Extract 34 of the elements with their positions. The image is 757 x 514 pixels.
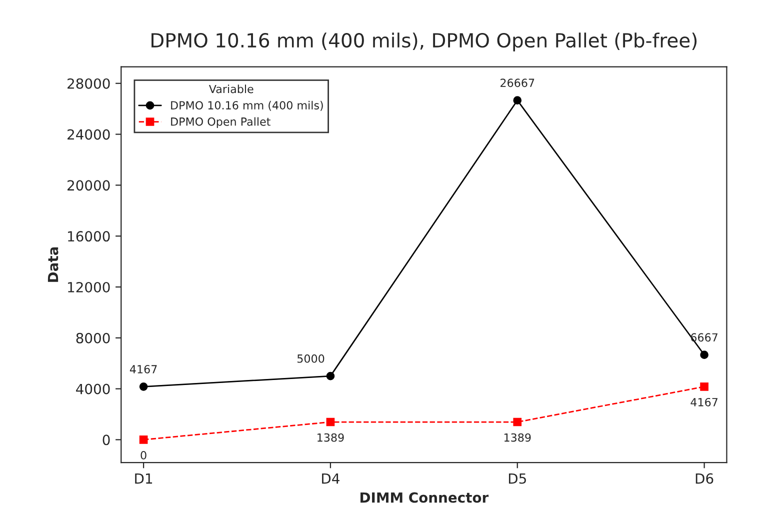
data-label: 26667 xyxy=(500,78,534,88)
y-tick-label: 8000 xyxy=(76,332,110,344)
point xyxy=(326,372,335,380)
legend-label: DPMO Open Pallet xyxy=(171,117,270,128)
x-tick-label: D1 xyxy=(135,473,152,484)
y-axis-title: Data xyxy=(48,247,58,282)
data-label: 5000 xyxy=(297,354,324,363)
point xyxy=(700,350,708,360)
point xyxy=(513,418,522,426)
data-label: 0 xyxy=(140,451,146,460)
x-tick-label: D5 xyxy=(508,473,526,484)
x-axis-title: DIMM Connector xyxy=(360,492,489,503)
y-tick-label: 24000 xyxy=(68,129,110,140)
point xyxy=(513,96,522,104)
data-label: 1389 xyxy=(318,433,344,442)
legend-label: DPMO 10.16 mm (400 mils) xyxy=(171,100,323,111)
point xyxy=(700,382,708,391)
chart-title: DPMO 10.16 mm (400 mils), DPMO Open Pallet (Pb-free) xyxy=(152,32,697,52)
point xyxy=(139,382,148,391)
point xyxy=(326,418,335,426)
data-label: 4167 xyxy=(130,364,157,374)
y-tick-label: 0 xyxy=(102,434,110,446)
y-tick-label: 16000 xyxy=(68,231,110,242)
point xyxy=(139,436,148,444)
data-label: 1389 xyxy=(504,433,531,442)
x-tick-label: D6 xyxy=(696,473,714,484)
y-tick-label: 4000 xyxy=(76,384,110,394)
y-tick-label: 20000 xyxy=(68,180,110,191)
legend-title: Variable xyxy=(208,84,254,94)
y-tick-label: 28000 xyxy=(68,78,110,89)
x-tick-label: D4 xyxy=(322,473,340,484)
data-label: 4167 xyxy=(690,398,718,406)
y-tick-label: 12000 xyxy=(68,282,110,292)
data-label: 6667 xyxy=(690,333,718,342)
